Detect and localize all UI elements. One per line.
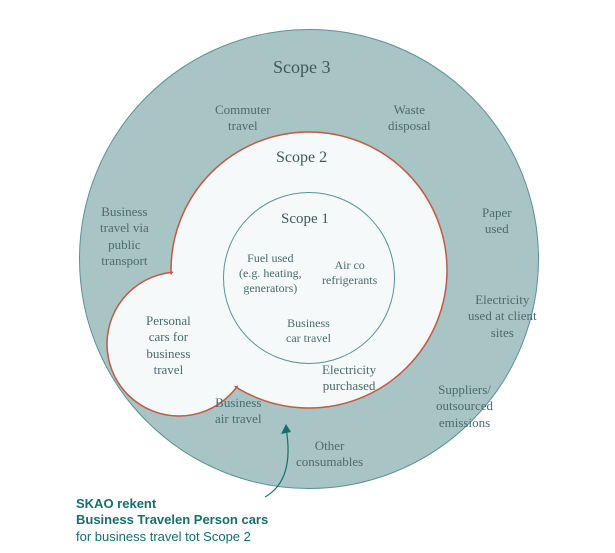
scope2-item: Businessair travel — [215, 395, 262, 428]
scope3-item: Businesstravel viapublictransport — [100, 204, 149, 269]
annotation-line2: Business Travelen Person cars — [76, 512, 268, 527]
annotation-caption: SKAO rekent Business Travelen Person car… — [76, 496, 268, 545]
scope3-item: Paperused — [482, 205, 512, 238]
annotation-line3: for business travel tot Scope 2 — [76, 529, 251, 544]
scope3-item: Electricityused at clientsites — [468, 292, 537, 341]
scope1-item: Businesscar travel — [286, 316, 331, 346]
emissions-scope-diagram: Scope 3 Scope 2 Scope 1 Commutertravel W… — [0, 0, 615, 553]
scope2-item: Personalcars forbusinesstravel — [146, 313, 191, 378]
scope3-title: Scope 3 — [273, 56, 331, 79]
scope3-item: Otherconsumables — [296, 438, 363, 471]
scope2-item: Electricitypurchased — [322, 362, 376, 395]
scope1-title: Scope 1 — [281, 210, 329, 229]
scope1-item: Fuel used(e.g. heating,generators) — [239, 251, 302, 296]
scope3-item: Commutertravel — [215, 102, 271, 135]
scope3-item: Wastedisposal — [388, 102, 431, 135]
scope1-item: Air corefrigerants — [322, 258, 377, 288]
scope3-item: Suppliers/outsourcedemissions — [436, 382, 493, 431]
scope2-title: Scope 2 — [276, 148, 327, 168]
annotation-line1: SKAO rekent — [76, 496, 156, 511]
